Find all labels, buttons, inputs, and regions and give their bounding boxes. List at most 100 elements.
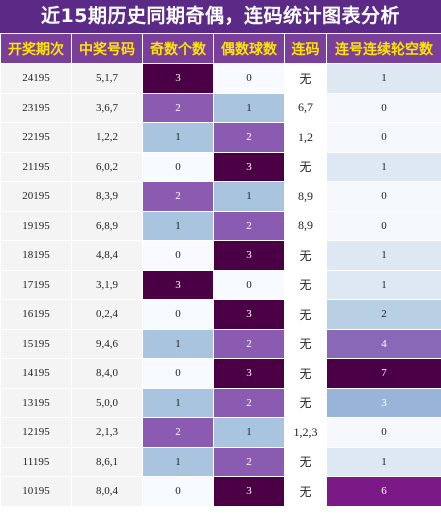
streak-cell: 2: [326, 299, 441, 330]
even-count-cell: 0: [213, 63, 285, 94]
table-row: 10195 8,0,4 0 3 无 6: [0, 476, 441, 507]
streak-cell: 0: [326, 92, 441, 123]
even-count-cell: 3: [213, 240, 285, 271]
numbers-cell: 5,0,0: [71, 387, 143, 418]
streak-cell: 1: [326, 240, 441, 271]
header-streak: 连号连续轮空数: [326, 33, 441, 64]
issue-cell: 22195: [0, 122, 72, 153]
lianma-cell: 1,2,3: [284, 417, 327, 448]
issue-cell: 11195: [0, 446, 72, 477]
lianma-cell: 8,9: [284, 181, 327, 212]
even-count-cell: 1: [213, 417, 285, 448]
streak-cell: 0: [326, 181, 441, 212]
lianma-cell: 无: [284, 358, 327, 389]
lianma-cell: 6,7: [284, 92, 327, 123]
issue-cell: 15195: [0, 328, 72, 359]
issue-cell: 14195: [0, 358, 72, 389]
odd-count-cell: 0: [142, 151, 214, 182]
issue-cell: 16195: [0, 299, 72, 330]
even-count-cell: 3: [213, 476, 285, 507]
streak-cell: 1: [326, 63, 441, 94]
streak-cell: 3: [326, 387, 441, 418]
table-body: 24195 5,1,7 3 0 无 1 23195 3,6,7 2 1 6,7 0 22195 1,2,2…: [0, 63, 441, 507]
even-count-cell: 0: [213, 269, 285, 300]
table-row: 22195 1,2,2 1 2 1,2 0: [0, 122, 441, 153]
odd-count-cell: 3: [142, 269, 214, 300]
even-count-cell: 1: [213, 181, 285, 212]
numbers-cell: 8,3,9: [71, 181, 143, 212]
numbers-cell: 8,4,0: [71, 358, 143, 389]
table-row: 13195 5,0,0 1 2 无 3: [0, 387, 441, 418]
lianma-cell: 无: [284, 476, 327, 507]
even-count-cell: 3: [213, 358, 285, 389]
even-count-cell: 2: [213, 210, 285, 241]
numbers-cell: 6,8,9: [71, 210, 143, 241]
lianma-cell: 无: [284, 240, 327, 271]
table-row: 16195 0,2,4 0 3 无 2: [0, 299, 441, 330]
issue-cell: 24195: [0, 63, 72, 94]
lianma-cell: 无: [284, 151, 327, 182]
streak-cell: 1: [326, 151, 441, 182]
lianma-cell: 无: [284, 269, 327, 300]
issue-cell: 19195: [0, 210, 72, 241]
table-row: 24195 5,1,7 3 0 无 1: [0, 63, 441, 94]
streak-cell: 1: [326, 269, 441, 300]
even-count-cell: 2: [213, 122, 285, 153]
lianma-cell: 1,2: [284, 122, 327, 153]
even-count-cell: 2: [213, 328, 285, 359]
odd-count-cell: 1: [142, 328, 214, 359]
odd-count-cell: 2: [142, 417, 214, 448]
odd-count-cell: 1: [142, 210, 214, 241]
numbers-cell: 6,0,2: [71, 151, 143, 182]
numbers-cell: 0,2,4: [71, 299, 143, 330]
even-count-cell: 1: [213, 92, 285, 123]
header-row: 开奖期次 中奖号码 奇数个数 偶数球数 连码 连号连续轮空数: [0, 33, 441, 64]
lianma-cell: 无: [284, 299, 327, 330]
issue-cell: 18195: [0, 240, 72, 271]
table-row: 23195 3,6,7 2 1 6,7 0: [0, 92, 441, 123]
lianma-cell: 8,9: [284, 210, 327, 241]
numbers-cell: 1,2,2: [71, 122, 143, 153]
issue-cell: 23195: [0, 92, 72, 123]
issue-cell: 10195: [0, 476, 72, 507]
streak-cell: 1: [326, 446, 441, 477]
even-count-cell: 2: [213, 446, 285, 477]
streak-cell: 7: [326, 358, 441, 389]
table-row: 14195 8,4,0 0 3 无 7: [0, 358, 441, 389]
table-row: 18195 4,8,4 0 3 无 1: [0, 240, 441, 271]
odd-count-cell: 1: [142, 446, 214, 477]
issue-cell: 21195: [0, 151, 72, 182]
streak-cell: 0: [326, 417, 441, 448]
numbers-cell: 4,8,4: [71, 240, 143, 271]
streak-cell: 6: [326, 476, 441, 507]
numbers-cell: 9,4,6: [71, 328, 143, 359]
even-count-cell: 3: [213, 299, 285, 330]
numbers-cell: 3,6,7: [71, 92, 143, 123]
lianma-cell: 无: [284, 446, 327, 477]
header-odd-count: 奇数个数: [142, 33, 214, 64]
odd-count-cell: 0: [142, 476, 214, 507]
numbers-cell: 8,0,4: [71, 476, 143, 507]
numbers-cell: 5,1,7: [71, 63, 143, 94]
table-row: 12195 2,1,3 2 1 1,2,3 0: [0, 417, 441, 448]
lianma-cell: 无: [284, 328, 327, 359]
odd-count-cell: 0: [142, 240, 214, 271]
issue-cell: 17195: [0, 269, 72, 300]
lianma-cell: 无: [284, 387, 327, 418]
header-numbers: 中奖号码: [71, 33, 143, 64]
lianma-cell: 无: [284, 63, 327, 94]
table-row: 20195 8,3,9 2 1 8,9 0: [0, 181, 441, 212]
odd-count-cell: 2: [142, 181, 214, 212]
streak-cell: 0: [326, 122, 441, 153]
page-title: 近15期历史同期奇偶，连码统计图表分析: [0, 0, 441, 33]
table-row: 21195 6,0,2 0 3 无 1: [0, 151, 441, 182]
even-count-cell: 2: [213, 387, 285, 418]
table-row: 15195 9,4,6 1 2 无 4: [0, 328, 441, 359]
odd-even-stats-table: 开奖期次 中奖号码 奇数个数 偶数球数 连码 连号连续轮空数 24195 5,1,…: [0, 33, 441, 507]
odd-count-cell: 3: [142, 63, 214, 94]
table-row: 17195 3,1,9 3 0 无 1: [0, 269, 441, 300]
table-row: 19195 6,8,9 1 2 8,9 0: [0, 210, 441, 241]
issue-cell: 20195: [0, 181, 72, 212]
even-count-cell: 3: [213, 151, 285, 182]
